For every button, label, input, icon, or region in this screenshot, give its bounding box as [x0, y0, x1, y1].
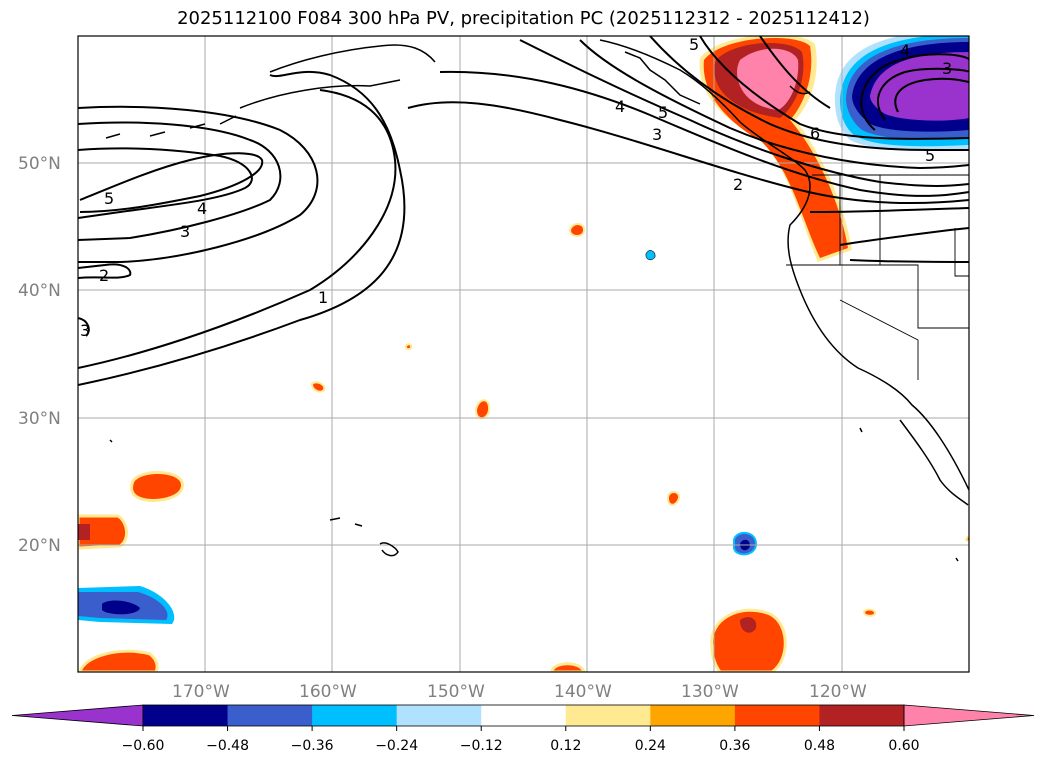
precip-positive-patch: [78, 524, 90, 540]
colorbar-bin: [650, 705, 736, 726]
colorbar-extend-min: [11, 704, 144, 727]
precip-positive-patch: [130, 470, 184, 502]
colorbar-bin: [312, 705, 398, 726]
contour-labels: 5 4 3 2 1 3 5 4 5 3 2 6 4 3 5: [80, 35, 952, 340]
contour-label: 3: [942, 59, 952, 78]
lon-label: 160°W: [299, 682, 357, 702]
contour-label: 5: [104, 189, 114, 208]
colorbar-tick-label: −0.60: [122, 738, 165, 754]
longitude-labels: 170°W 160°W 150°W 140°W 130°W 120°W: [172, 682, 867, 702]
contour-label: 4: [900, 41, 910, 60]
precip-positive-patch: [474, 399, 491, 420]
precip-negative-patch: [645, 250, 656, 261]
lat-label: 40°N: [18, 281, 61, 301]
state-borders: [786, 174, 969, 380]
colorbar-tick-label: 0.60: [888, 738, 919, 754]
map-title: 2025112100 F084 300 hPa PV, precipitatio…: [177, 8, 870, 29]
graticule: [78, 36, 969, 672]
colorbar-tick-label: −0.24: [375, 738, 418, 754]
colorbar-bin: [565, 705, 651, 726]
contour-label: 3: [180, 222, 190, 241]
colorbar-tick-label: −0.36: [291, 738, 334, 754]
precip-fill-layer: [78, 36, 969, 672]
precip-positive-region: [737, 48, 799, 110]
contour-label: 1: [318, 288, 328, 307]
precip-positive-patch: [550, 662, 586, 672]
lat-label: 20°N: [18, 536, 61, 556]
precip-positive-patch: [568, 223, 586, 237]
colorbar-tick-label: −0.12: [460, 738, 503, 754]
contour-label: 4: [615, 97, 625, 116]
precip-positive-patch: [666, 491, 681, 506]
precip-positive-patch: [964, 535, 969, 543]
lat-label: 30°N: [18, 409, 61, 429]
precip-positive-patch: [310, 381, 326, 393]
colorbar: −0.60 −0.48 −0.36 −0.24 −0.12 0.12 0.24 0.36 0.4…: [11, 704, 1035, 754]
contour-label: 5: [658, 103, 668, 122]
lon-label: 130°W: [681, 682, 739, 702]
lon-label: 150°W: [427, 682, 485, 702]
colorbar-border: [142, 704, 905, 727]
contour-label: 5: [689, 35, 699, 54]
colorbar-bin: [819, 705, 905, 726]
colorbar-tick-label: 0.12: [550, 738, 581, 754]
precip-positive-patch: [78, 649, 159, 672]
colorbar-extend-max: [903, 704, 1035, 727]
precip-positive-patch: [740, 617, 757, 633]
colorbar-bin: [396, 705, 482, 726]
coastlines: [105, 39, 969, 562]
precip-positive-patch: [404, 343, 413, 351]
colorbar-bin: [481, 705, 567, 726]
lon-label: 170°W: [172, 682, 230, 702]
lat-label: 50°N: [18, 154, 61, 174]
colorbar-tick-label: 0.36: [719, 738, 750, 754]
contour-label: 2: [733, 175, 743, 194]
lon-label: 120°W: [809, 682, 867, 702]
contour-label: 6: [810, 124, 820, 143]
colorbar-tick-label: 0.24: [635, 738, 666, 754]
colorbar-tick-label: −0.48: [206, 738, 249, 754]
contour-label: 5: [925, 146, 935, 165]
map-frame-bg: [78, 36, 969, 672]
colorbar-bin: [734, 705, 820, 726]
pv-contours: [78, 36, 969, 386]
colorbar-tick-label: 0.48: [804, 738, 835, 754]
colorbar-bin: [227, 705, 313, 726]
colorbar-bin: [143, 705, 229, 726]
map-border: [77, 35, 970, 673]
lon-label: 140°W: [554, 682, 612, 702]
contour-label: 4: [197, 199, 207, 218]
precip-negative-patch: [102, 600, 140, 615]
precip-positive-patch: [862, 608, 877, 617]
contour-label: 3: [652, 125, 662, 144]
latitude-labels: 50°N 40°N 30°N 20°N: [18, 154, 61, 556]
contour-label: 3: [80, 321, 90, 340]
contour-label: 2: [99, 266, 109, 285]
precip-positive-patch: [78, 514, 128, 550]
